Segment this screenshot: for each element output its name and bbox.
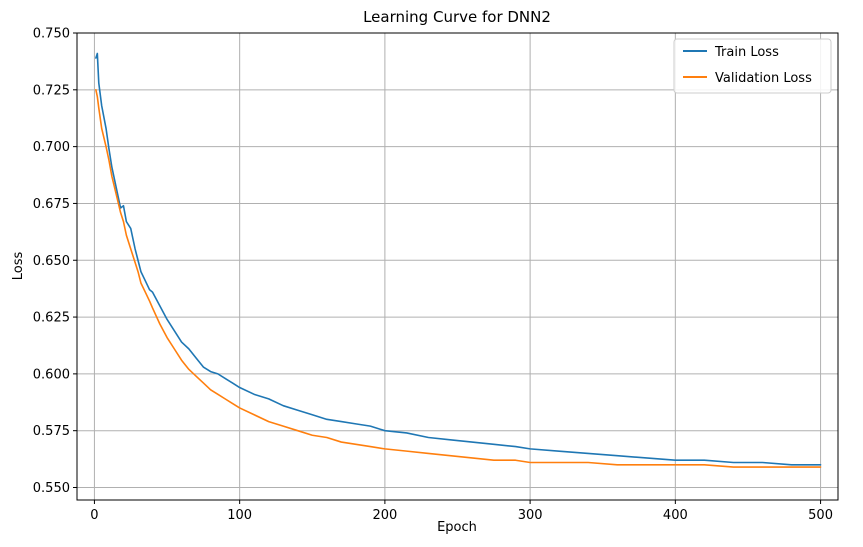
y-tick-label: 0.625 [33,311,70,326]
legend-box [673,38,832,94]
legend-label-train-loss: Train Loss [714,45,779,60]
legend-label-validation-loss: Validation Loss [715,71,812,86]
y-tick-label: 0.650 [33,254,70,269]
y-tick-label: 0.575 [33,424,70,439]
x-tick-label: 300 [518,508,543,523]
x-axis-ticks: 0 100 200 300 400 500 [90,500,833,523]
legend: Train Loss Validation Loss [673,38,832,94]
series-line-validation-loss [95,89,822,468]
y-tick-label: 0.600 [33,367,70,382]
y-tick-label: 0.750 [33,27,70,42]
x-tick-label: 100 [227,508,252,523]
y-tick-label: 0.550 [33,481,70,496]
x-axis-title: Epoch [437,520,477,535]
y-axis-title: Loss [11,252,26,281]
x-tick-label: 400 [663,508,688,523]
y-tick-label: 0.675 [33,197,70,212]
plot-frame [76,32,839,501]
series-layer [95,52,822,468]
series-line-train-loss [95,52,822,466]
x-tick-label: 500 [808,508,833,523]
y-axis-ticks: 0.550 0.575 0.600 0.625 0.650 0.675 0.700 0.725… [33,27,77,496]
chart-title: Learning Curve for DNN2 [363,8,551,26]
x-tick-label: 200 [372,508,397,523]
y-tick-label: 0.700 [33,140,70,155]
y-tick-label: 0.725 [33,83,70,98]
x-tick-label: 0 [90,508,98,523]
